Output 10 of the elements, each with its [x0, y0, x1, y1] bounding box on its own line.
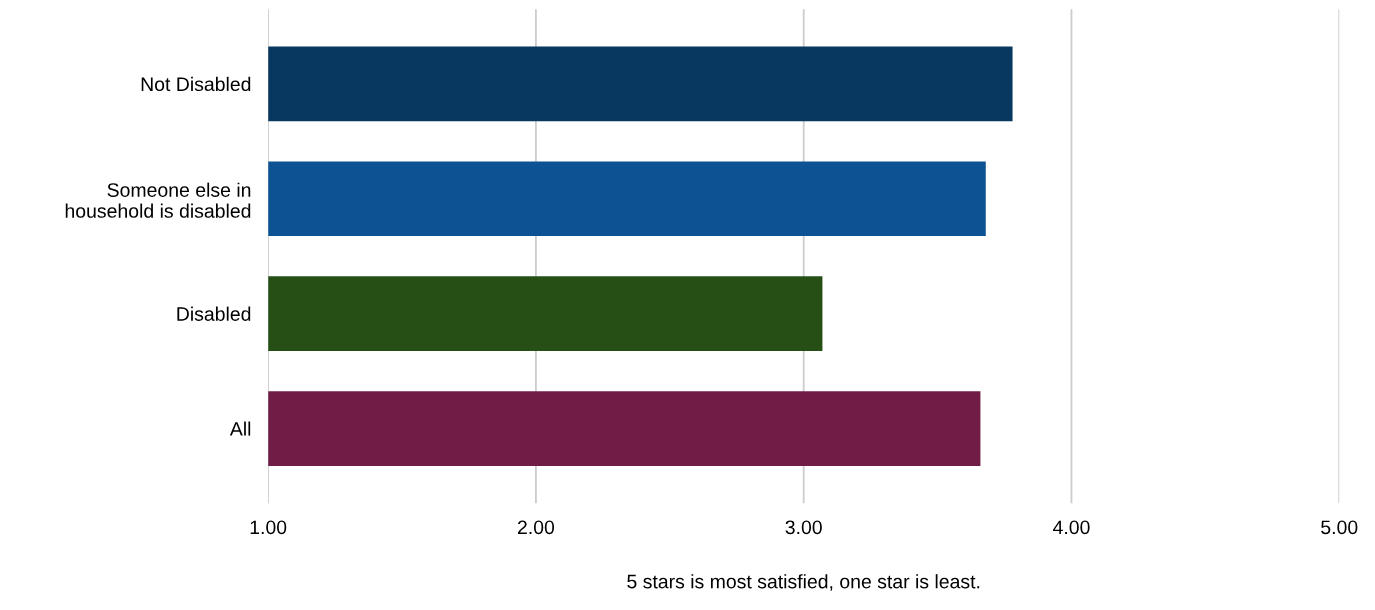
y-tick-label: Disabled: [177, 306, 251, 321]
x-tick-label: 1.00: [250, 520, 287, 535]
x-tick-label: 2.00: [517, 520, 555, 535]
x-tick-label: 5.00: [1321, 520, 1358, 535]
y-tick-label: All: [229, 421, 251, 436]
x-tick-label: 3.00: [785, 520, 822, 535]
y-tick-label: Someone else in household is disabled: [65, 182, 251, 218]
x-axis-title: 5 stars is most satisfied, one star is least.: [627, 574, 980, 591]
y-tick-label: Not Disabled: [141, 76, 251, 92]
x-tick-label: 4.00: [1052, 520, 1090, 535]
